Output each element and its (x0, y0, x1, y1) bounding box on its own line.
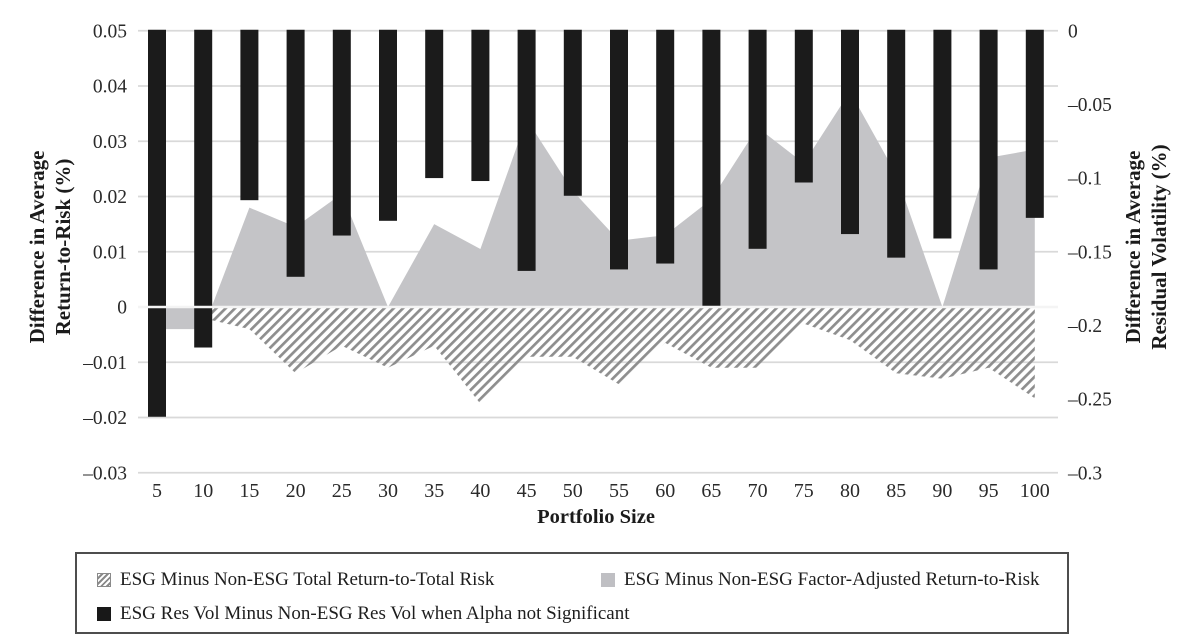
series-residual-volatility-bars (148, 29, 1044, 417)
svg-text:0.03: 0.03 (93, 132, 127, 153)
legend-label: ESG Res Vol Minus Non-ESG Res Vol when A… (120, 603, 630, 624)
svg-text:15: 15 (239, 480, 259, 502)
hatched-swatch-icon (97, 572, 111, 587)
legend-item-total-return-to-risk: ESG Minus Non-ESG Total Return-to-Total … (97, 570, 494, 589)
svg-text:70: 70 (748, 480, 768, 502)
svg-text:0: 0 (117, 298, 127, 319)
x-axis-title: Portfolio Size (537, 506, 655, 528)
chart-plot: 0.05 0.04 0.03 0.02 0.01 0 –0.01 –0.02 –0.03 0 –0… (25, 21, 1171, 528)
legend-label: ESG Minus Non-ESG Total Return-to-Total … (120, 569, 495, 590)
svg-text:0.05: 0.05 (93, 21, 127, 42)
legend-label: ESG Minus Non-ESG Factor-Adjusted Return… (624, 569, 1040, 590)
gray-swatch-icon (601, 572, 615, 587)
svg-text:–0.02: –0.02 (82, 408, 127, 429)
svg-text:75: 75 (794, 480, 814, 502)
svg-text:50: 50 (563, 480, 583, 502)
svg-text:–0.25: –0.25 (1067, 390, 1112, 411)
svg-text:–0.03: –0.03 (82, 463, 127, 484)
series-total-return-to-risk-area (157, 307, 1035, 404)
svg-text:35: 35 (424, 480, 444, 502)
svg-text:85: 85 (886, 480, 906, 502)
svg-text:45: 45 (517, 480, 537, 502)
right-axis-tick-labels: 0 –0.05 –0.1 –0.15 –0.2 –0.25 –0.3 (1067, 21, 1112, 484)
svg-text:90: 90 (932, 480, 952, 502)
svg-text:80: 80 (840, 480, 860, 502)
svg-text:95: 95 (979, 480, 999, 502)
svg-text:–0.2: –0.2 (1067, 316, 1102, 337)
series-factor-adjusted-area (157, 91, 1035, 330)
left-axis-title-line1: Difference in Average (25, 151, 49, 344)
legend: ESG Minus Non-ESG Total Return-to-Total … (75, 552, 1069, 634)
svg-text:25: 25 (332, 480, 352, 502)
svg-text:–0.1: –0.1 (1067, 169, 1102, 190)
svg-text:65: 65 (701, 480, 721, 502)
svg-text:0.02: 0.02 (93, 187, 127, 208)
svg-text:100: 100 (1020, 480, 1050, 502)
left-axis-tick-labels: 0.05 0.04 0.03 0.02 0.01 0 –0.01 –0.02 –0.03 (82, 21, 127, 484)
svg-text:20: 20 (286, 480, 306, 502)
svg-text:–0.05: –0.05 (1067, 95, 1112, 116)
svg-text:5: 5 (152, 480, 162, 502)
x-axis-tick-labels: 5 10 15 20 25 30 35 40 45 50 55 60 65 70 75 80 85 90 95 100 (152, 480, 1050, 502)
svg-text:30: 30 (378, 480, 398, 502)
legend-item-residual-volatility: ESG Res Vol Minus Non-ESG Res Vol when A… (97, 604, 630, 623)
svg-text:0.04: 0.04 (93, 77, 127, 98)
legend-item-factor-adjusted: ESG Minus Non-ESG Factor-Adjusted Return… (601, 570, 1040, 589)
black-swatch-icon (97, 606, 111, 621)
svg-text:0.01: 0.01 (93, 242, 127, 263)
right-axis-title-line2: Residual Volatility (%) (1147, 144, 1171, 349)
svg-text:–0.01: –0.01 (82, 353, 127, 374)
svg-text:55: 55 (609, 480, 629, 502)
svg-text:10: 10 (193, 480, 213, 502)
left-axis-title-line2: Return-to-Risk (%) (51, 159, 75, 336)
svg-text:40: 40 (470, 480, 490, 502)
svg-text:–0.3: –0.3 (1067, 463, 1102, 484)
svg-text:0: 0 (1068, 21, 1078, 42)
right-axis-title-line1: Difference in Average (1121, 151, 1145, 344)
svg-text:60: 60 (655, 480, 675, 502)
svg-text:–0.15: –0.15 (1067, 242, 1112, 263)
